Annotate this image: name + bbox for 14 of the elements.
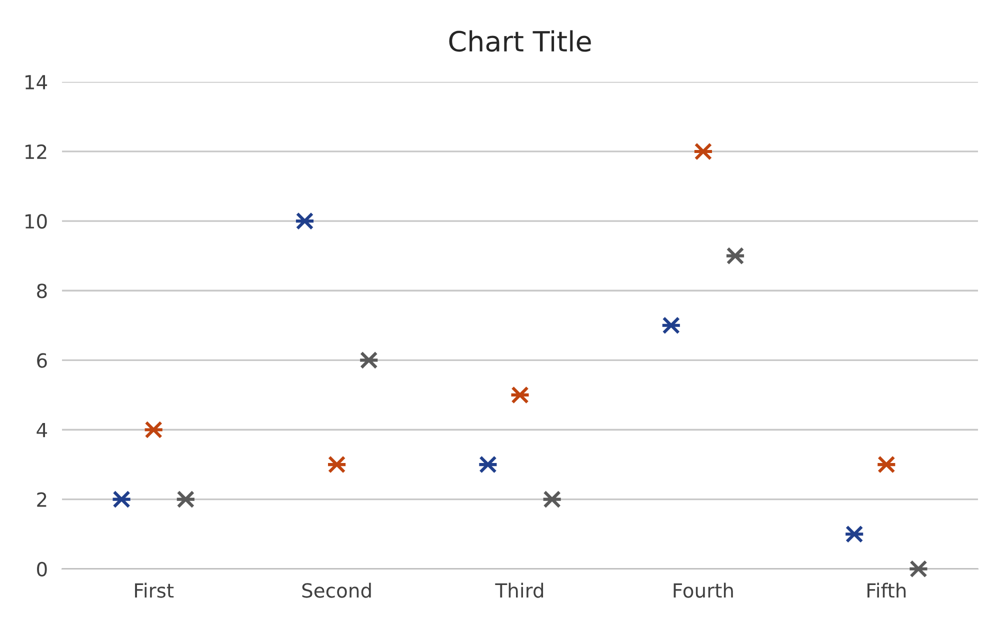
- x-tick-label: Fifth: [867, 582, 906, 598]
- y-tick-label: 12: [26, 144, 46, 159]
- y-tick-label: 8: [37, 284, 47, 298]
- y-tick-label: 2: [37, 492, 46, 507]
- x-tick-label: Third: [495, 582, 544, 598]
- x-tick-label: Second: [302, 582, 371, 598]
- y-tick-label: 0: [37, 562, 47, 577]
- chart-title: Chart Title: [449, 30, 591, 52]
- y-tick-label: 4: [36, 422, 48, 438]
- x-tick-label: First: [135, 582, 174, 598]
- y-tick-label: 10: [26, 214, 47, 229]
- y-tick-label: 14: [26, 75, 48, 90]
- x-tick-label: Fourth: [674, 582, 733, 598]
- y-tick-label: 6: [37, 353, 47, 368]
